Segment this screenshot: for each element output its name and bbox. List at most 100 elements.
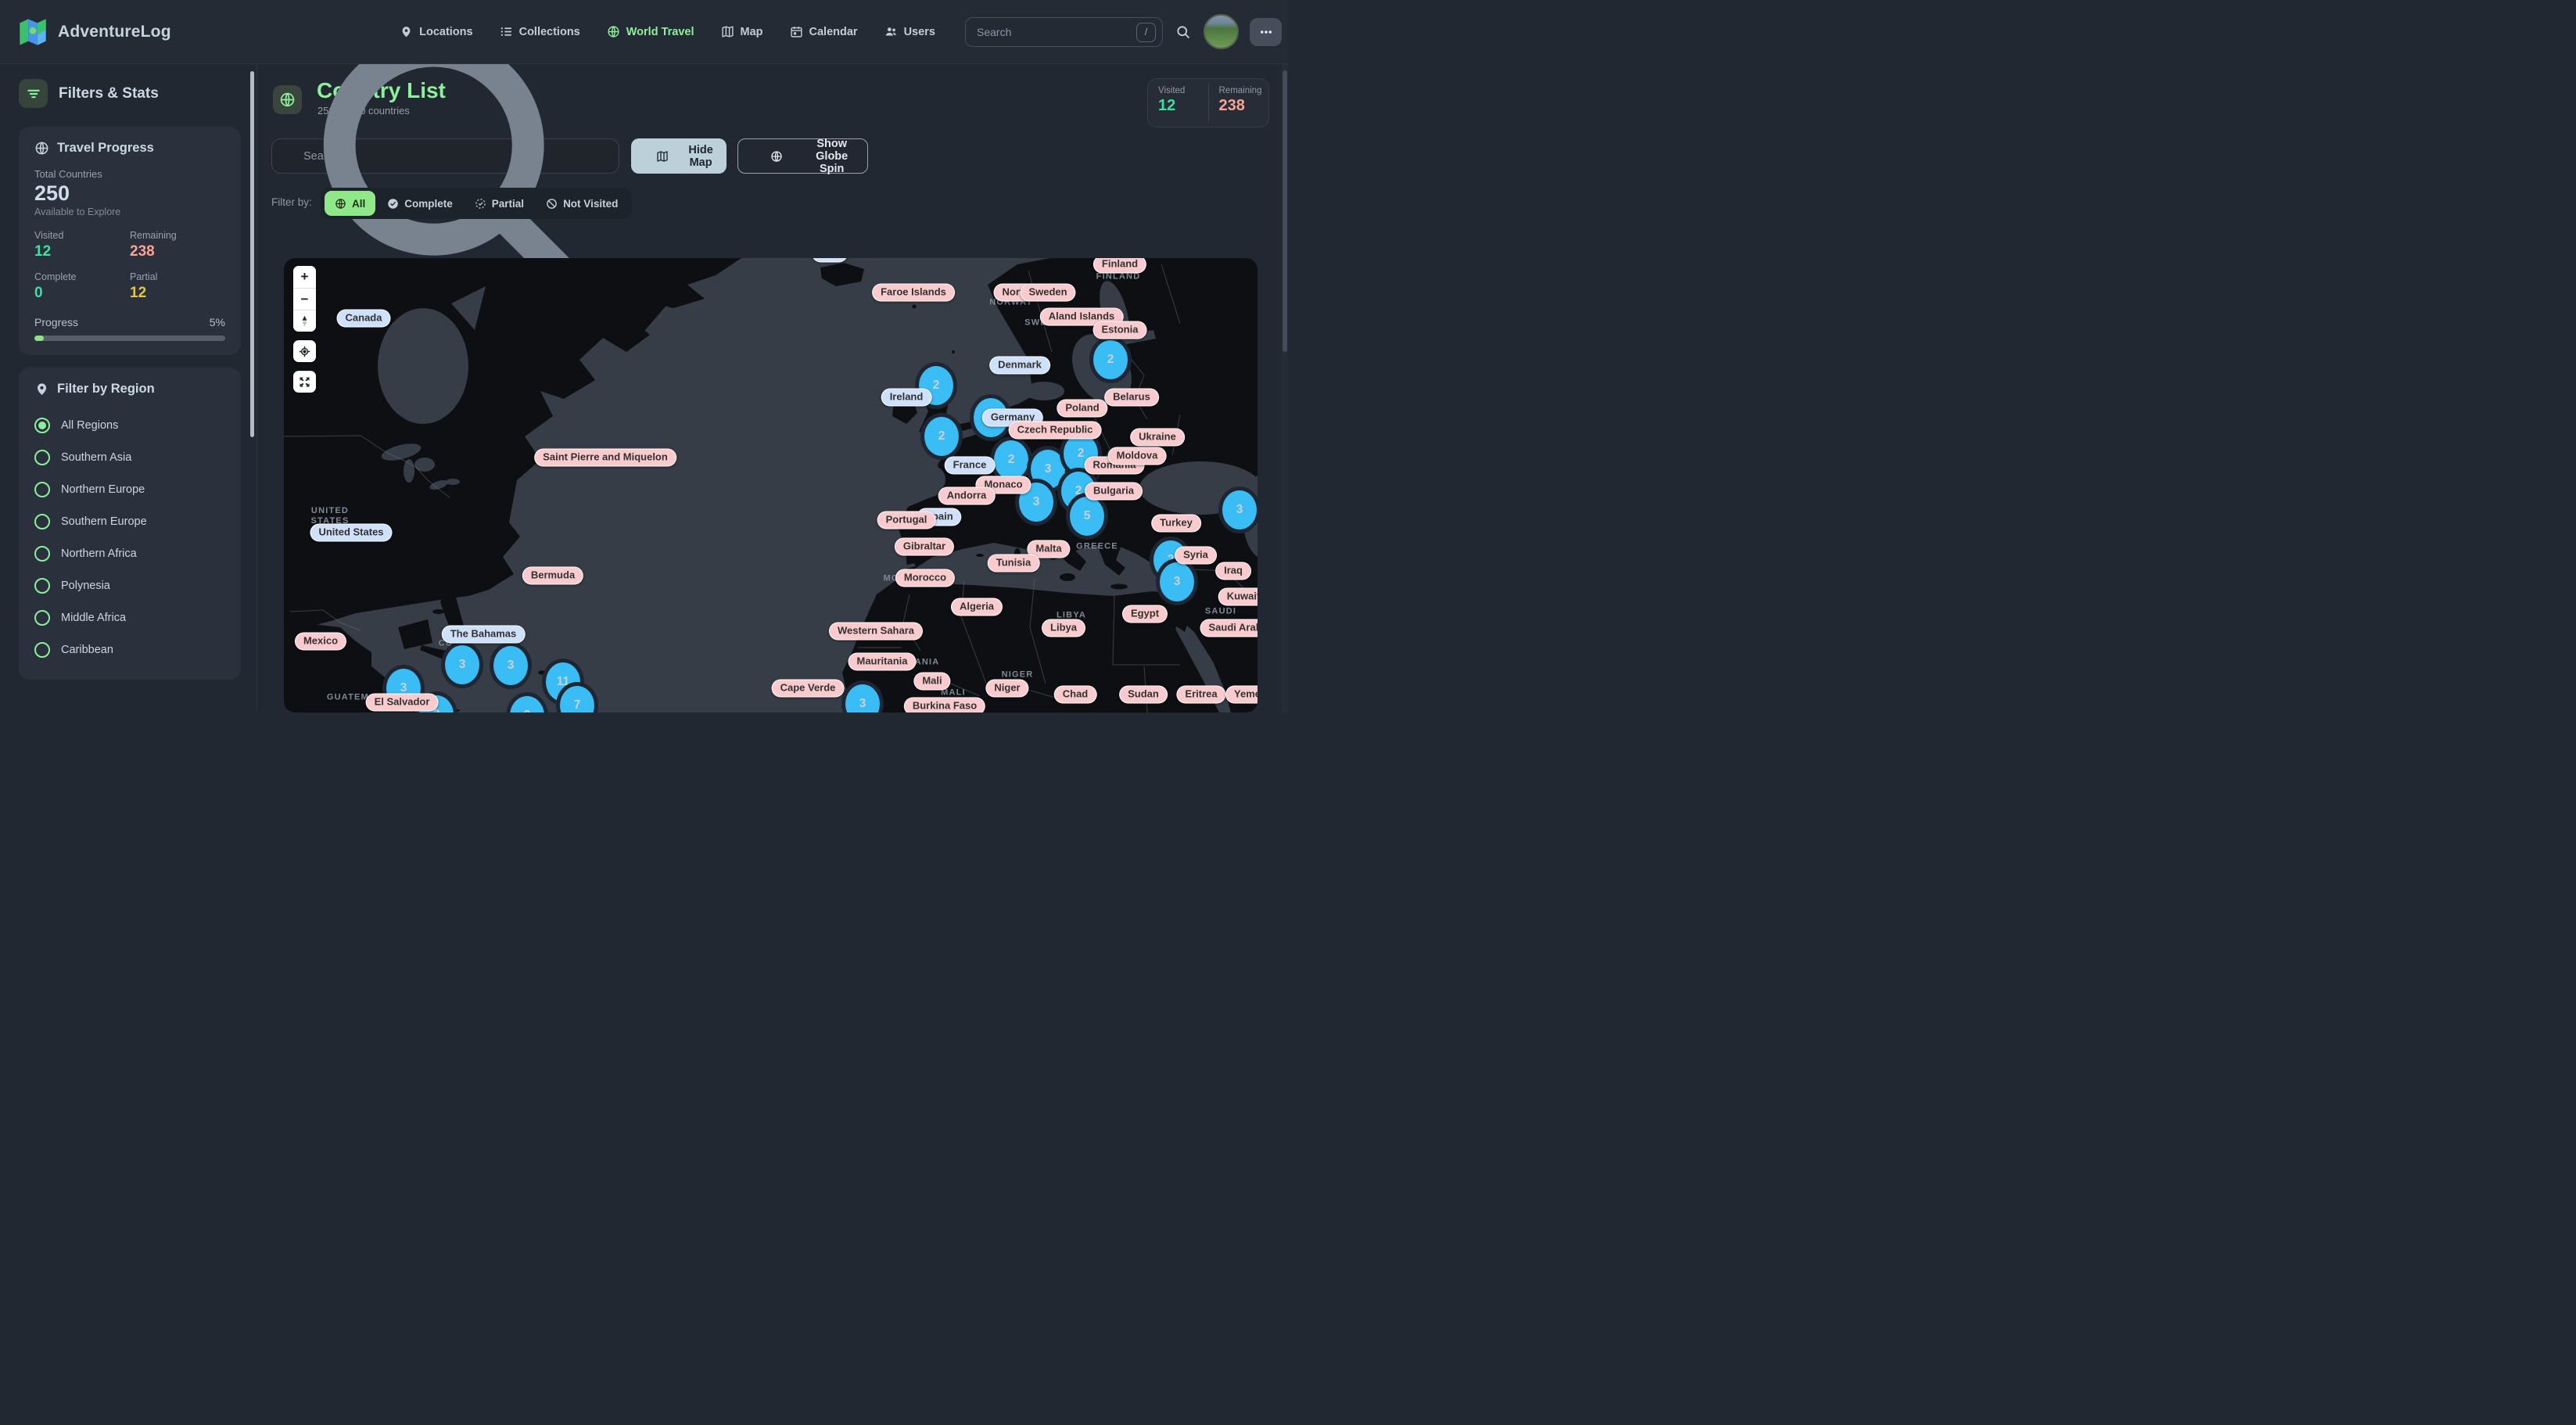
show-globe-spin-button[interactable]: Show Globe Spin	[737, 138, 868, 175]
map-pill-gibraltar[interactable]: Gibraltar	[894, 537, 955, 556]
map-pill-france[interactable]: France	[944, 456, 996, 475]
summary-visited-value: 12	[1158, 97, 1176, 114]
header-search-input[interactable]	[965, 16, 1163, 47]
sidebar-scrollbar[interactable]	[250, 71, 254, 437]
map-pill-mexico[interactable]: Mexico	[294, 632, 347, 651]
map-pill-el-salvador[interactable]: El Salvador	[365, 693, 439, 712]
filter-chips: All Complete Partial Not Visited	[321, 188, 633, 219]
map-pill-denmark[interactable]: Denmark	[989, 356, 1050, 375]
map-pill-andorra[interactable]: Andorra	[938, 486, 996, 505]
nav-item-world-travel[interactable]: World Travel	[605, 20, 696, 43]
map-pill-burkina-faso[interactable]: Burkina Faso	[903, 697, 986, 712]
region-filter-title: Filter by Region	[57, 382, 155, 396]
map-cluster-3[interactable]: 3	[441, 641, 483, 688]
filter-chip-not-visited[interactable]: Not Visited	[536, 191, 628, 216]
region-option-middle-africa[interactable]: Middle Africa	[34, 601, 225, 634]
map-pill-finland[interactable]: Finland	[1092, 258, 1147, 274]
map-pill-czech-republic[interactable]: Czech Republic	[1008, 421, 1102, 440]
app-logo[interactable]: AdventureLog	[17, 16, 171, 48]
map-pill-cape-verde[interactable]: Cape Verde	[771, 679, 845, 698]
map-pill-morocco[interactable]: Morocco	[895, 569, 956, 587]
map-pill-saudi-arabia[interactable]: Saudi Arabia	[1200, 619, 1258, 637]
map-pill-sudan[interactable]: Sudan	[1119, 685, 1168, 704]
map-pill-belarus[interactable]: Belarus	[1104, 388, 1159, 407]
map-pill-the-bahamas[interactable]: The Bahamas	[441, 625, 526, 644]
region-filter-card: Filter by Region All Regions Southern Asi…	[19, 368, 241, 680]
region-option-northern-europe[interactable]: Northern Europe	[34, 473, 225, 505]
nav-item-users[interactable]: Users	[883, 20, 937, 43]
map-pill-estonia[interactable]: Estonia	[1092, 321, 1147, 339]
map-pill-eritrea[interactable]: Eritrea	[1176, 685, 1226, 704]
map-controls: + −	[293, 266, 316, 393]
map-pill-bermuda[interactable]: Bermuda	[522, 566, 584, 585]
map-pill-canada[interactable]: Canada	[336, 309, 391, 328]
filter-chip-all[interactable]: All	[325, 191, 376, 216]
map-pill-niger[interactable]: Niger	[985, 679, 1029, 698]
map-pill-portugal[interactable]: Portugal	[877, 511, 936, 529]
fullscreen-button[interactable]	[293, 371, 316, 393]
map-pill-bulgaria[interactable]: Bulgaria	[1084, 482, 1143, 501]
map-pill-ukraine[interactable]: Ukraine	[1130, 428, 1185, 447]
map-pill-chad[interactable]: Chad	[1053, 685, 1097, 704]
map-icon	[721, 25, 734, 38]
filter-chip-complete[interactable]: Complete	[377, 191, 463, 216]
nav-item-collections[interactable]: Collections	[498, 20, 582, 43]
map-pill-egypt[interactable]: Egypt	[1121, 605, 1168, 623]
globe-icon	[751, 139, 802, 173]
map-pill-poland[interactable]: Poland	[1057, 399, 1108, 418]
map-pill-saint-pierre-and-miquelon[interactable]: Saint Pierre and Miquelon	[534, 448, 676, 467]
progress-bar-fill	[34, 336, 45, 341]
region-option-southern-asia[interactable]: Southern Asia	[34, 441, 225, 473]
filter-chip-partial[interactable]: Partial	[465, 191, 534, 216]
nav-item-calendar[interactable]: Calendar	[788, 20, 859, 43]
overflow-menu-button[interactable]	[1250, 17, 1282, 46]
map-pill-united-states[interactable]: United States	[310, 523, 393, 542]
avatar[interactable]	[1204, 14, 1239, 49]
map-cluster-3[interactable]: 3	[841, 680, 884, 712]
page-scrollbar[interactable]	[1282, 63, 1288, 712]
map-cluster-3[interactable]: 3	[1156, 558, 1198, 605]
check-icon	[387, 198, 399, 210]
map-pill-iraq[interactable]: Iraq	[1215, 562, 1251, 580]
region-option-southern-europe[interactable]: Southern Europe	[34, 505, 225, 537]
region-option-polynesia[interactable]: Polynesia	[34, 569, 225, 601]
region-option-caribbean[interactable]: Caribbean	[34, 634, 225, 666]
map-pill-mali[interactable]: Mali	[913, 672, 951, 691]
map-cluster-2[interactable]: 2	[915, 362, 957, 409]
map-cluster-3[interactable]: 3	[1218, 486, 1258, 533]
map-pill-syria[interactable]: Syria	[1175, 546, 1217, 565]
nav-item-map[interactable]: Map	[719, 20, 765, 43]
world-map[interactable]: UNITED STATESNORWAYSWEDENFINLANDGREECELI…	[284, 258, 1258, 712]
map-cluster-3[interactable]: 3	[490, 642, 532, 689]
search-icon-button[interactable]	[1174, 23, 1193, 41]
map-pill-libya[interactable]: Libya	[1042, 619, 1085, 637]
map-pill-germany[interactable]: Germany	[981, 408, 1044, 427]
locate-button[interactable]	[293, 340, 316, 362]
hide-map-button[interactable]: Hide Map	[631, 138, 727, 174]
map-pill-western-sahara[interactable]: Western Sahara	[828, 622, 924, 641]
page-scrollbar-thumb[interactable]	[1283, 70, 1287, 352]
shortcut-badge: /	[1136, 22, 1156, 42]
nav-item-locations[interactable]: Locations	[398, 20, 474, 43]
map-pill-sweden[interactable]: Sweden	[1020, 283, 1076, 302]
map-pill-turkey[interactable]: Turkey	[1151, 514, 1201, 533]
region-option-all-regions[interactable]: All Regions	[34, 409, 225, 441]
region-option-northern-africa[interactable]: Northern Africa	[34, 537, 225, 569]
map-pill-mauritania[interactable]: Mauritania	[848, 652, 917, 671]
fullscreen-icon	[293, 372, 316, 393]
map-pill-malta[interactable]: Malta	[1027, 540, 1071, 558]
travel-progress-card: Travel Progress Total Countries 250 Avai…	[19, 127, 241, 355]
map-pill-ireland[interactable]: Ireland	[881, 388, 932, 407]
map-pill-moldova[interactable]: Moldova	[1107, 447, 1167, 465]
map-cluster-2[interactable]: 2	[1089, 336, 1132, 383]
map-pill-algeria[interactable]: Algeria	[950, 598, 1003, 616]
header-search: /	[965, 16, 1163, 47]
map-pill-kuwait[interactable]: Kuwait	[1218, 587, 1258, 606]
zoom-out-button[interactable]: −	[293, 288, 316, 310]
map-pill-yemen[interactable]: Yemen	[1225, 685, 1258, 704]
zoom-in-button[interactable]: +	[293, 266, 316, 288]
map-pill-faroe-islands[interactable]: Faroe Islands	[872, 283, 955, 302]
map-pill-tunisia[interactable]: Tunisia	[987, 554, 1040, 573]
compass-button[interactable]	[293, 310, 316, 332]
map-cluster-2[interactable]: 2	[920, 413, 963, 460]
